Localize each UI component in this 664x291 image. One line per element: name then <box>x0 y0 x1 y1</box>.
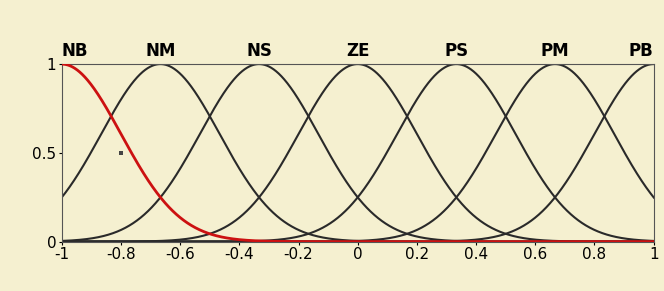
Text: ZE: ZE <box>346 42 369 60</box>
Text: NB: NB <box>62 42 88 60</box>
Text: PM: PM <box>540 42 569 60</box>
Text: NM: NM <box>145 42 175 60</box>
Text: PB: PB <box>629 42 653 60</box>
Text: NS: NS <box>246 42 272 60</box>
Text: PS: PS <box>444 42 468 60</box>
